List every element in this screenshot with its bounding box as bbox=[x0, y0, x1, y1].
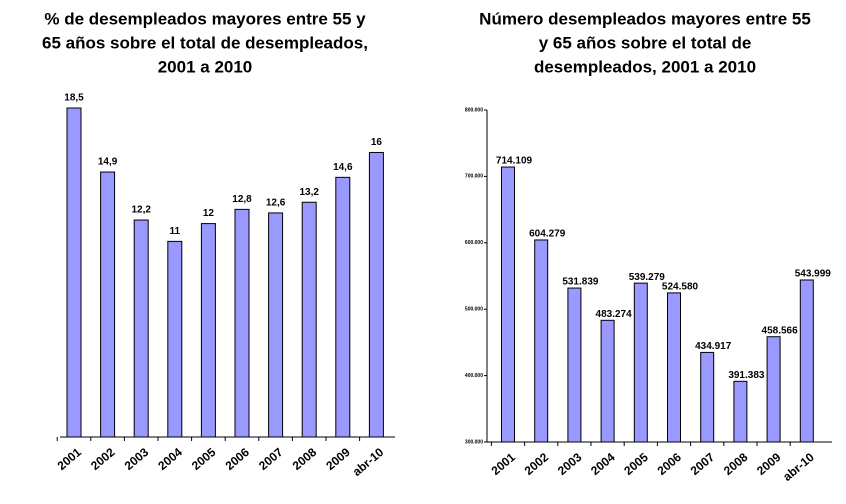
y-tick-label: 500.000 bbox=[465, 307, 483, 313]
x-tick-label: abr-10 bbox=[780, 450, 817, 484]
x-tick-label: 2005 bbox=[189, 445, 219, 473]
data-label: 12,2 bbox=[131, 205, 151, 216]
bar bbox=[133, 219, 149, 438]
chart-title: Número desempleados mayores entre 55 bbox=[479, 9, 811, 28]
chart-title: % de desempleados mayores entre 55 y bbox=[44, 9, 366, 28]
data-label: 16 bbox=[371, 137, 383, 148]
data-label: 18,5 bbox=[64, 93, 84, 104]
data-label: 458.566 bbox=[762, 325, 799, 336]
bar bbox=[200, 223, 216, 438]
data-label: 434.917 bbox=[695, 341, 732, 352]
data-label: 12,8 bbox=[232, 194, 252, 205]
x-tick-label: 2004 bbox=[155, 445, 185, 473]
x-tick-label: 2001 bbox=[55, 445, 85, 473]
data-label: 531.839 bbox=[562, 277, 599, 288]
x-tick-label: 2006 bbox=[655, 450, 685, 478]
bar bbox=[600, 319, 615, 443]
bar bbox=[534, 239, 549, 443]
x-tick-label: 2002 bbox=[522, 450, 552, 478]
bar bbox=[501, 166, 515, 443]
x-tick-label: 2007 bbox=[256, 445, 286, 473]
data-label: 714.109 bbox=[496, 156, 533, 167]
bar bbox=[368, 151, 384, 438]
x-tick-label: 2005 bbox=[621, 450, 651, 478]
chart-title: 65 años sobre el total de desempleados, bbox=[42, 33, 368, 52]
bar bbox=[167, 240, 183, 438]
chart-title: 2001 a 2010 bbox=[158, 57, 253, 76]
data-label: 391.383 bbox=[728, 370, 765, 381]
y-tick-label: 400.000 bbox=[465, 373, 483, 379]
bar bbox=[667, 292, 681, 443]
data-label: 14,9 bbox=[98, 157, 118, 168]
bar bbox=[100, 171, 116, 438]
y-tick-label: 600.000 bbox=[465, 240, 483, 246]
data-label: 14,6 bbox=[333, 162, 353, 173]
data-label: 539.279 bbox=[629, 272, 666, 283]
bar bbox=[799, 279, 814, 443]
x-tick-label: 2008 bbox=[721, 450, 751, 478]
bar bbox=[633, 282, 648, 443]
data-label: 543.999 bbox=[795, 269, 832, 280]
bar bbox=[234, 208, 250, 438]
bar bbox=[66, 107, 82, 438]
x-tick-label: abr-10 bbox=[350, 445, 387, 479]
data-label: 604.279 bbox=[529, 229, 566, 240]
x-tick-label: 2007 bbox=[688, 450, 718, 478]
y-tick-label: 800.000 bbox=[465, 107, 483, 113]
bar bbox=[733, 380, 748, 443]
data-label: 483.274 bbox=[596, 309, 633, 320]
x-tick-label: 2003 bbox=[555, 450, 585, 478]
x-tick-label: 2002 bbox=[88, 445, 118, 473]
x-tick-label: 2006 bbox=[223, 445, 253, 473]
bar bbox=[567, 287, 582, 443]
bar bbox=[700, 351, 715, 443]
data-label: 12 bbox=[203, 208, 215, 219]
data-label: 12,6 bbox=[266, 198, 286, 209]
chart-title: desempleados, 2001 a 2010 bbox=[534, 57, 756, 76]
bar bbox=[268, 212, 284, 438]
data-label: 11 bbox=[170, 226, 181, 237]
x-tick-label: 2003 bbox=[122, 445, 152, 473]
y-tick-label: 300.000 bbox=[465, 439, 483, 445]
bar bbox=[301, 201, 317, 438]
x-tick-label: 2001 bbox=[489, 450, 519, 478]
x-tick-label: 2008 bbox=[290, 445, 320, 473]
bar bbox=[766, 336, 781, 443]
data-label: 13,2 bbox=[299, 187, 319, 198]
data-label: 524.580 bbox=[662, 282, 699, 293]
x-tick-label: 2009 bbox=[323, 445, 353, 473]
bar bbox=[335, 176, 351, 438]
x-tick-label: 2004 bbox=[588, 450, 618, 478]
y-tick-label: 700.000 bbox=[465, 174, 483, 180]
chart-title: y 65 años sobre el total de bbox=[539, 33, 752, 52]
